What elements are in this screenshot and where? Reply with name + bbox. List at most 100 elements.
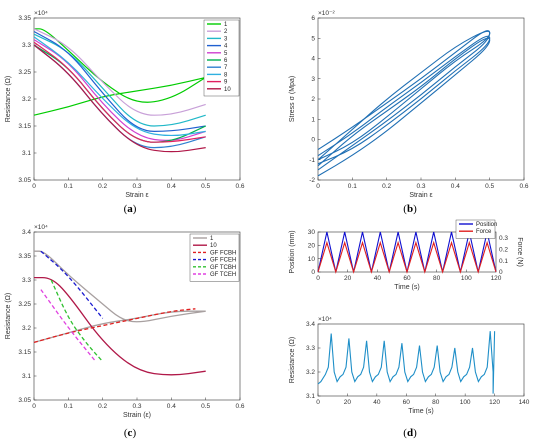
y-tick-label: 0 xyxy=(311,137,315,144)
series-line-1 xyxy=(33,250,206,344)
y-tick-label: 0 xyxy=(311,269,315,276)
y-tick-label: 3.05 xyxy=(18,397,31,404)
x-tick-label: 0.3 xyxy=(132,183,141,190)
y-tick-label: 3.1 xyxy=(22,373,31,380)
y-tick-label: 4 xyxy=(311,56,315,63)
y-tick-label: 3.05 xyxy=(18,177,31,184)
x-tick-label: 0.2 xyxy=(98,403,107,410)
x-tick-label: 60 xyxy=(403,399,411,406)
y-axis-label: Stress σ (Mpa) xyxy=(289,76,296,122)
hysteresis-loop-3 xyxy=(317,30,491,161)
x-tick-label: 0.4 xyxy=(167,403,176,410)
x-axis-label: Strain (ε) xyxy=(123,412,151,419)
legend-entry: 5 xyxy=(224,51,228,57)
y-tick-label: 3.15 xyxy=(18,123,31,130)
legend xyxy=(203,19,240,97)
chart-d-bottom: 0 20 40 60 80 100 120 140 3.1 3.2 3.3 3.4 Time (s) Re… xyxy=(289,316,530,415)
x-tick-label: 0 xyxy=(32,183,36,190)
y-axis-label: Resistance (Ω) xyxy=(5,76,12,122)
y-tick-label: 20 xyxy=(308,243,316,250)
x-tick-label: 40 xyxy=(374,275,382,282)
y-tick-label: 3.35 xyxy=(18,253,31,260)
series-line-5 xyxy=(33,39,206,141)
legend-entry: Position xyxy=(476,222,497,228)
y-tick-label: -2 xyxy=(309,177,315,184)
x-tick-label: 0.3 xyxy=(416,183,425,190)
x-tick-label: 80 xyxy=(432,399,440,406)
series-line-force xyxy=(317,240,497,274)
series-line-10 xyxy=(34,276,206,376)
y-tick-label: 3.25 xyxy=(18,301,31,308)
x-axis-label: Time (s) xyxy=(408,408,433,415)
y-right-tick-label: 0.3 xyxy=(499,235,508,242)
y-tick-label: 5 xyxy=(311,35,315,42)
x-tick-label: 120 xyxy=(489,399,500,406)
chart-a: 0 0.1 0.2 0.3 0.4 0.5 0.6 3.05 3.1 3.15 3.2 3.25 3.3… xyxy=(5,10,245,199)
panel-label-c: (c) xyxy=(124,427,137,439)
x-tick-label: 0.3 xyxy=(132,403,141,410)
exponent-label: ×10⁴ xyxy=(34,10,48,17)
x-tick-label: 120 xyxy=(491,275,502,282)
panel-label-d: (d) xyxy=(403,427,417,439)
exponent-label: ×10⁴ xyxy=(34,224,48,231)
y-tick-label: 2 xyxy=(311,96,315,103)
y-tick-label: 3.25 xyxy=(18,69,31,76)
x-tick-label: 0.5 xyxy=(201,183,210,190)
x-tick-label: 0.6 xyxy=(235,403,244,410)
legend-entry: 6 xyxy=(224,58,228,64)
y-tick-label: 3.35 xyxy=(18,15,31,22)
legend-entry: 10 xyxy=(224,87,231,93)
y-tick-label: 3.2 xyxy=(22,325,31,332)
resistance-signal xyxy=(317,331,496,394)
x-tick-label: 20 xyxy=(344,399,352,406)
legend-entry: 10 xyxy=(210,243,217,249)
x-axis-label: Strain ε xyxy=(125,192,148,199)
y-tick-label: 3.4 xyxy=(22,229,31,236)
x-tick-label: 0 xyxy=(316,183,320,190)
x-tick-label: 0.2 xyxy=(382,183,391,190)
y-tick-label: 30 xyxy=(308,229,316,236)
legend-entry: 9 xyxy=(224,80,228,86)
panel-label-a: (a) xyxy=(124,203,137,215)
panel-label-b: (b) xyxy=(403,203,417,215)
x-tick-label: 0.5 xyxy=(485,183,494,190)
x-tick-label: 20 xyxy=(344,275,352,282)
x-tick-label: 100 xyxy=(460,399,471,406)
series-line-10 xyxy=(33,44,206,153)
series-line-gf-fcbh xyxy=(33,308,196,344)
series-line-gf-tceh xyxy=(40,289,97,363)
x-tick-label: 0.2 xyxy=(98,183,107,190)
y-tick-label: 3 xyxy=(311,76,315,83)
series-line-gf-fceh xyxy=(40,250,104,319)
legend-entry: 2 xyxy=(224,29,228,35)
y-right-tick-label: 0.1 xyxy=(499,258,508,265)
y-tick-label: 3.2 xyxy=(306,369,315,376)
y-right-axis-label: Force (N) xyxy=(516,237,523,267)
legend-entry: 4 xyxy=(224,44,228,50)
x-tick-label: 0.1 xyxy=(64,183,73,190)
y-tick-label: -1 xyxy=(309,157,315,164)
series-line-2 xyxy=(33,28,206,116)
legend-entry: 8 xyxy=(224,72,228,78)
y-tick-label: 3.3 xyxy=(22,277,31,284)
x-tick-label: 80 xyxy=(433,275,441,282)
series-line-4 xyxy=(33,30,206,133)
series-line-9 xyxy=(33,41,206,143)
y-axis-label: Position (mm) xyxy=(289,230,296,273)
legend-entry: 1 xyxy=(224,22,228,28)
y-tick-label: 1 xyxy=(311,116,315,123)
legend-entry: GF FCBH xyxy=(210,250,236,256)
legend-entry: Force xyxy=(476,229,492,235)
legend-entry: 1 xyxy=(210,236,214,242)
x-tick-label: 0.6 xyxy=(235,183,244,190)
y-tick-label: 3.3 xyxy=(22,42,31,49)
y-tick-label: 10 xyxy=(308,256,316,263)
x-tick-label: 0.5 xyxy=(201,403,210,410)
legend-entry: GF TCEH xyxy=(210,272,236,278)
y-tick-label: 3.3 xyxy=(306,345,315,352)
x-tick-label: 0 xyxy=(316,275,320,282)
x-tick-label: 0 xyxy=(32,403,36,410)
x-tick-label: 0.4 xyxy=(451,183,460,190)
x-tick-label: 40 xyxy=(373,399,381,406)
